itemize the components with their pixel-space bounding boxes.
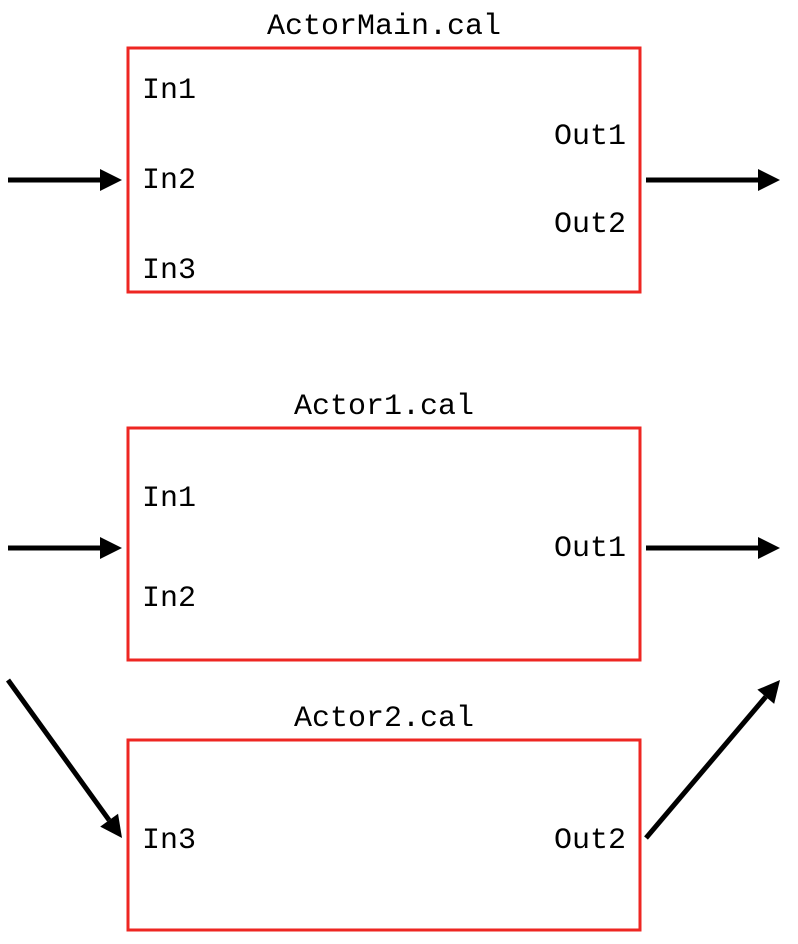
actor2-group: Actor2.cal In3 Out2 xyxy=(128,702,640,930)
arrow-out-main-head xyxy=(758,169,780,191)
actor-main-group: ActorMain.cal In1 In2 In3 Out1 Out2 xyxy=(128,10,640,292)
arrow-in-actor2-head xyxy=(100,814,122,838)
arrow-out-actor1-head xyxy=(758,537,780,559)
arrow-in-actor1-head xyxy=(100,537,122,559)
actor1-port-in1: In1 xyxy=(142,482,196,516)
actor-main-port-out1: Out1 xyxy=(554,120,626,154)
arrow-in-actor2-line xyxy=(8,680,109,820)
actor2-port-out2: Out2 xyxy=(554,824,626,858)
actor1-port-out1: Out1 xyxy=(554,532,626,566)
actor-main-title: ActorMain.cal xyxy=(267,10,501,44)
actor2-title: Actor2.cal xyxy=(294,702,474,736)
actor1-title: Actor1.cal xyxy=(294,390,474,424)
arrow-out-actor2-line xyxy=(646,697,766,838)
arrow-in-main-head xyxy=(100,169,122,191)
actor-main-port-in1: In1 xyxy=(142,74,196,108)
actor-main-box xyxy=(128,48,640,292)
actor1-group: Actor1.cal In1 In2 Out1 xyxy=(128,390,640,660)
actor-main-port-out2: Out2 xyxy=(554,208,626,242)
actor1-port-in2: In2 xyxy=(142,582,196,616)
actor2-port-in3: In3 xyxy=(142,824,196,858)
actor-main-port-in2: In2 xyxy=(142,164,196,198)
actor-main-port-in3: In3 xyxy=(142,254,196,288)
